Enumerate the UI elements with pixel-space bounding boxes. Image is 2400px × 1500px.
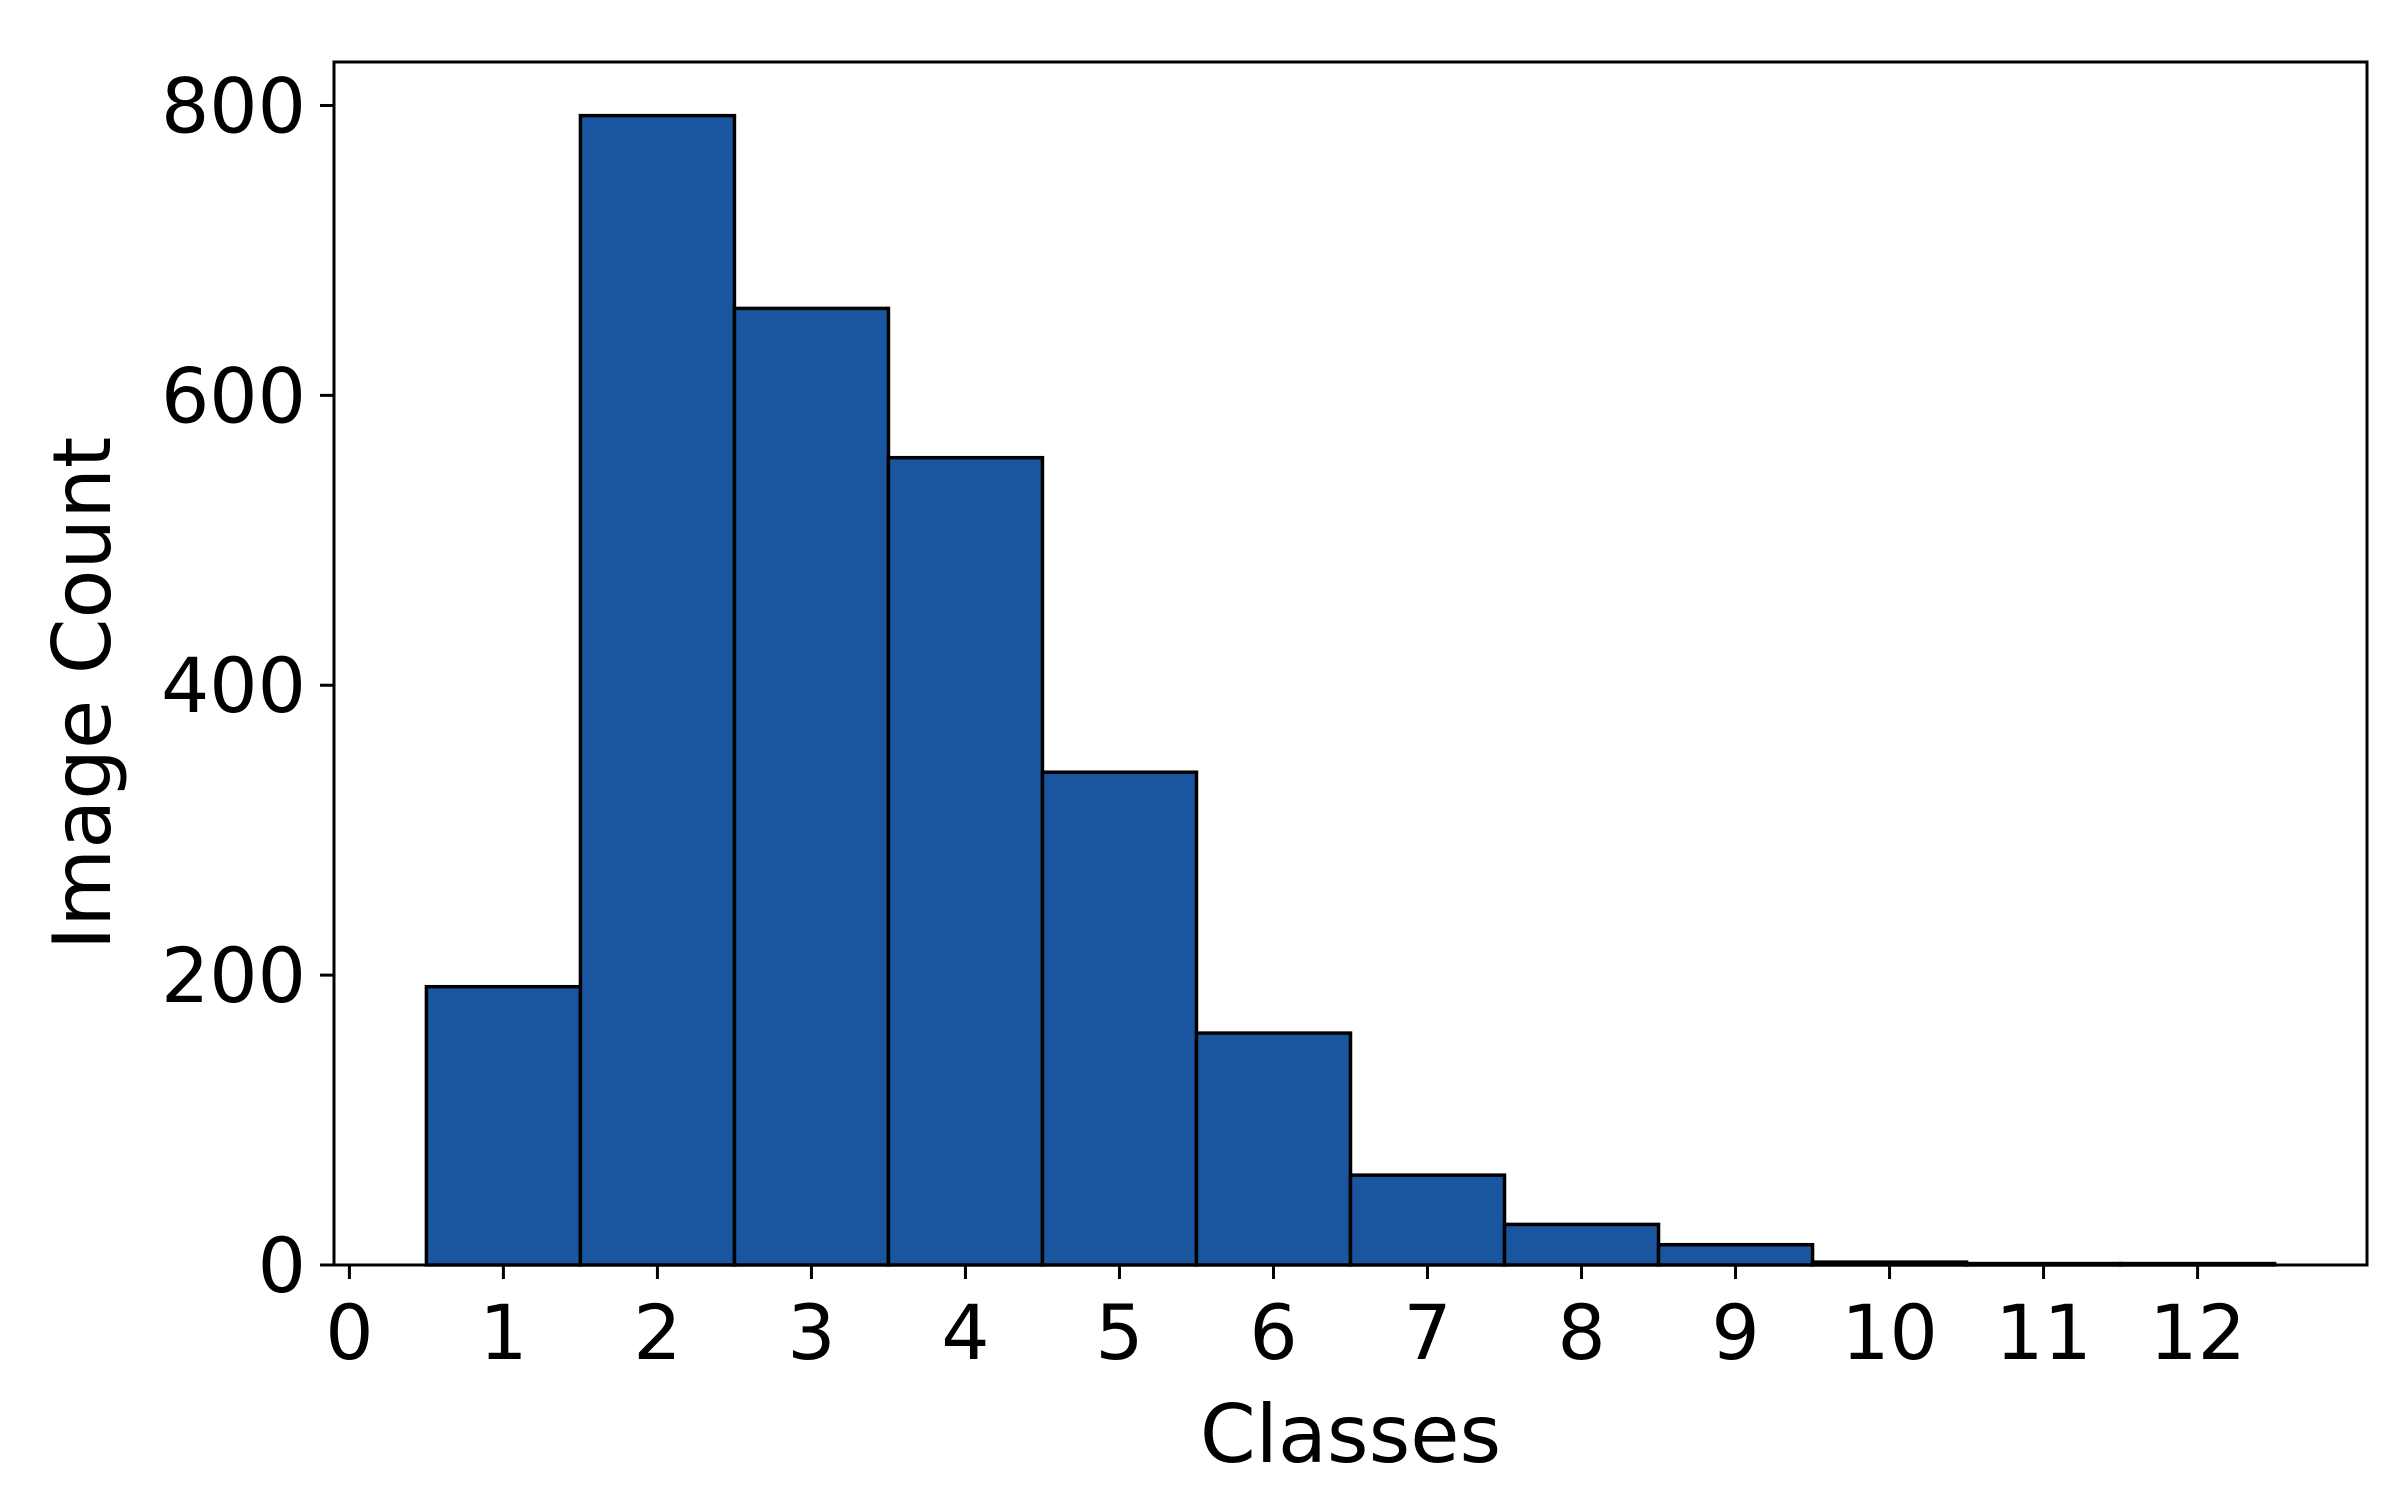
y-axis: 0 200 400 600 800 <box>161 61 334 1310</box>
y-tick-label-0: 0 <box>258 1221 306 1310</box>
x-tick-label-8: 8 <box>1557 1288 1605 1377</box>
x-tick-label-1: 1 <box>479 1288 527 1377</box>
x-tick-label-3: 3 <box>787 1288 835 1377</box>
bars-group <box>424 113 2277 1267</box>
x-tick-label-5: 5 <box>1095 1288 1143 1377</box>
bar-4 <box>886 455 1045 1267</box>
bar-8 <box>1502 1222 1661 1267</box>
x-tick-label-0: 0 <box>325 1288 373 1377</box>
y-tick-label-800: 800 <box>161 61 306 150</box>
x-tick-label-11: 11 <box>1995 1288 2092 1377</box>
bar-2 <box>578 113 737 1267</box>
x-axis-label: Classes <box>1200 1388 1501 1481</box>
bar-1 <box>424 984 583 1267</box>
y-tick-label-600: 600 <box>161 351 306 440</box>
x-tick-label-12: 12 <box>2149 1288 2246 1377</box>
x-tick-label-9: 9 <box>1711 1288 1759 1377</box>
x-tick-label-2: 2 <box>633 1288 681 1377</box>
x-axis: 0 1 2 3 4 5 6 7 8 9 10 11 12 <box>325 1265 2246 1377</box>
bar-3 <box>732 306 891 1267</box>
y-axis-label: Image Count <box>36 437 129 951</box>
x-tick-label-4: 4 <box>941 1288 989 1377</box>
bar-9 <box>1656 1242 1815 1267</box>
y-tick-label-200: 200 <box>161 931 306 1020</box>
bar-7 <box>1348 1173 1507 1267</box>
x-tick-label-7: 7 <box>1403 1288 1451 1377</box>
x-tick-label-6: 6 <box>1249 1288 1297 1377</box>
plot-frame <box>332 60 2369 1267</box>
bar-6 <box>1194 1031 1353 1267</box>
y-tick-label-400: 400 <box>161 641 306 730</box>
x-tick-label-10: 10 <box>1841 1288 1938 1377</box>
bar-5 <box>1040 770 1199 1267</box>
